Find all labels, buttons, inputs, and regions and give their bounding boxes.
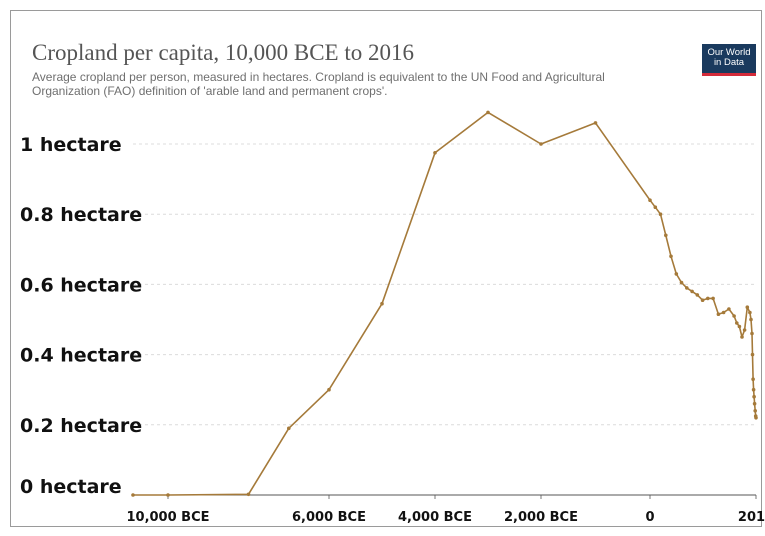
data-point xyxy=(658,212,663,216)
data-point xyxy=(700,298,705,303)
gridlines xyxy=(133,143,756,426)
logo-line-1: Our World xyxy=(707,47,751,58)
data-point xyxy=(751,387,756,392)
data-point xyxy=(327,387,331,392)
data-point xyxy=(727,307,731,311)
data-point xyxy=(737,324,742,329)
data-point xyxy=(287,426,291,431)
data-point xyxy=(735,321,739,325)
x-tick-label: 0 xyxy=(645,510,654,525)
data-point xyxy=(711,296,715,301)
data-point xyxy=(380,301,384,306)
chart-title: Cropland per capita, 10,000 BCE to 2016 xyxy=(32,40,414,65)
data-point xyxy=(750,331,754,336)
y-tick-label: 0.4 hectare xyxy=(20,345,142,367)
data-point xyxy=(740,335,744,339)
chart-subtitle: Average cropland per person, measured in… xyxy=(32,70,605,98)
y-axis-labels: 0 hectare 0.2 hectare 0.4 hectare 0.6 hecta… xyxy=(20,134,142,498)
data-point xyxy=(593,121,598,125)
data-point xyxy=(750,352,755,357)
data-point xyxy=(752,394,756,399)
data-point xyxy=(664,233,668,238)
data-point xyxy=(752,401,757,406)
cropland-series-line xyxy=(133,111,757,496)
series-points xyxy=(131,110,758,497)
x-axis-labels: 10,000 BCE 6,000 BCE 4,000 BCE 2,000 BCE 0 20… xyxy=(126,495,765,525)
data-point xyxy=(486,110,490,115)
data-point xyxy=(753,409,757,413)
owid-logo[interactable]: Our World in Data xyxy=(702,44,756,76)
x-tick-label: 2,000 BCE xyxy=(504,510,578,525)
data-point xyxy=(690,289,694,294)
data-point xyxy=(748,310,752,315)
data-point xyxy=(433,151,437,155)
data-point xyxy=(754,416,758,420)
y-tick-label: 0.6 hectare xyxy=(20,274,142,296)
data-point xyxy=(166,493,170,497)
data-point xyxy=(648,198,652,202)
data-point xyxy=(674,272,679,276)
data-point xyxy=(653,205,658,209)
data-point xyxy=(685,286,689,290)
data-point xyxy=(742,328,747,332)
y-tick-label: 1 hectare xyxy=(20,134,122,156)
data-point xyxy=(679,280,684,285)
data-point xyxy=(706,296,710,301)
data-point xyxy=(669,254,673,259)
x-tick-label: 10,000 BCE xyxy=(126,510,209,525)
data-point xyxy=(131,493,135,497)
data-point xyxy=(539,142,543,146)
x-tick-label: 6,000 BCE xyxy=(292,510,366,525)
data-point xyxy=(745,305,750,310)
data-point xyxy=(246,492,251,497)
y-tick-label: 0 hectare xyxy=(20,476,122,498)
data-point xyxy=(721,310,726,315)
x-tick-label: 4,000 BCE xyxy=(398,510,472,525)
data-point xyxy=(716,312,721,317)
data-point xyxy=(749,317,753,322)
x-tick-label: 2016 xyxy=(738,510,765,525)
y-tick-label: 0.8 hectare xyxy=(20,204,142,226)
data-point xyxy=(695,293,700,297)
data-point xyxy=(732,314,736,318)
chart-frame xyxy=(10,10,762,527)
data-point xyxy=(751,377,755,382)
logo-line-2: in Data xyxy=(713,57,745,68)
y-tick-label: 0.2 hectare xyxy=(20,415,142,437)
